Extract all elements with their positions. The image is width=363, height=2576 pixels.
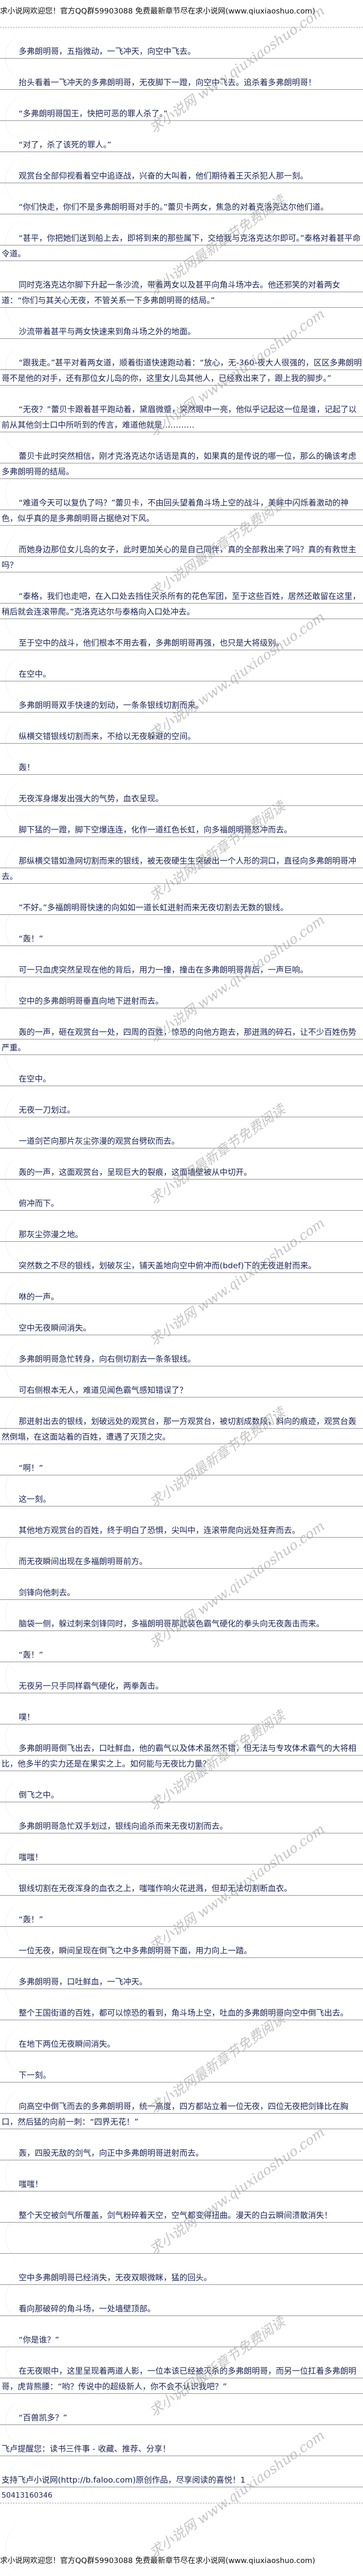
paragraph: 咻的一声。 (0, 1289, 363, 1305)
site-welcome-banner: 求小说网欢迎您！官方QQ群59903088 免费最新章节尽在求小说网(www.q… (0, 7, 315, 16)
paragraph: “泰格，我们也走吧，在入口处去挡住灭杀所有的花色军团，至于这些百姓，居然还敢留在… (0, 588, 363, 620)
paragraph: “难道今天可以复仇了吗？”蕾贝卡，不由回头望着角斗场上空的战斗，美眸中闪烁着激动… (0, 495, 363, 526)
paragraph: 纵横交错银线切割而来，不给以无夜躲避的空间。 (0, 729, 363, 744)
paragraph: 多弗朗明哥急忙双手划过，银线向追杀而来无夜切割而去。 (0, 1818, 363, 1834)
paragraph: “轰！” (0, 931, 363, 947)
paragraph: 而她身边那位女儿岛的女子，此时更加关心的是自己同伴，真的全部救出来了吗？真的有救… (0, 542, 363, 573)
paragraph: 噗！ (0, 1709, 363, 1725)
paragraph: “你们快走，你们不是多弗朗明哥对手的。”蕾贝卡两女，焦急的对着克洛克达尔他们道。 (0, 199, 363, 215)
paragraph: 剑锋向他刺去。 (0, 1585, 363, 1600)
paragraph: “跟我走。”甚平对着两女道，顺着街道快速跑动着：“放心，无-360-夜大人很强的… (0, 355, 363, 386)
paragraph: 那迸射出去的银线，划破远处的观赏台，那一方观赏台，被切割成数段，斜向的痕迹，观赏… (0, 1414, 363, 1445)
paragraph: ”不好。”多福朗明哥快速的向如如一道长虹迸射而来无夜切割去无数的银线。 (0, 900, 363, 915)
paragraph: “啊！” (0, 1460, 363, 1476)
paragraph: 轰！ (0, 760, 363, 775)
paragraph: 俯冲而下。 (0, 1196, 363, 1211)
paragraph: 至于空中的战斗，他们根本不用去看，多弗朗明哥再强，也只是大将级别。 (0, 635, 363, 651)
paragraph: “无夜？”蕾贝卡跟着甚平跑动着，黛眉微蹙，突然眼中一亮，他似乎记起这一位是谁，记… (0, 402, 363, 433)
paragraph: 空中无夜瞬间消失。 (0, 1320, 363, 1336)
chapter-code: 50413160346 (0, 2488, 363, 2503)
paragraph: 多弗朗明哥，五指微动，一飞冲天，向空中飞去。 (0, 44, 363, 59)
chapter-content: 多弗朗明哥，五指微动，一飞冲天，向空中飞去。 抬头看着一飞冲天的多弗朗明哥，无夜脚… (0, 44, 363, 2503)
paragraph: 嗤嗤！ (0, 1849, 363, 1865)
paragraph: 下一刻。 (0, 2067, 363, 2083)
paragraph: 突然数之不尽的银线，划破灰尘，铺天盖地向空中俯冲而(bdef)下的无夜迸射而来。 (0, 1258, 363, 1273)
paragraph: 轰，四股无敌的剑气，向正中多弗朗明哥迸射而去。 (0, 2145, 363, 2161)
site-welcome-footer: 求小说网欢迎您！官方QQ群59903088 免费最新章节尽在求小说网(www.q… (0, 2557, 315, 2565)
background-ornament (5, 2522, 125, 2574)
paragraph: 嗤嗤！ (0, 2176, 363, 2192)
header-divider (0, 27, 363, 28)
paragraph: 那灰尘弥漫之地。 (0, 1227, 363, 1242)
paragraph: 银线切割在无夜浑身的血衣之上，嗤嗤作响火花迸溅，但却无法切割断血衣。 (0, 1881, 363, 1896)
paragraph: “百兽凯多？” (0, 2410, 363, 2426)
paragraph: “轰！” (0, 1912, 363, 1927)
reminder-text: 飞卢提醒您：读书三件事 - 收藏、推荐、分享！ (0, 2441, 363, 2457)
paragraph: 无夜另一只手同样霸气硬化，两拳轰击。 (0, 1678, 363, 1694)
paragraph: 在空中。 (0, 1071, 363, 1087)
paragraph: 而无夜瞬间出现在多福朗明哥前方。 (0, 1554, 363, 1569)
paragraph: 这一刻。 (0, 1491, 363, 1507)
paragraph: 可右侧根本无人，难道见闻色霸气感知错误了？ (0, 1382, 363, 1398)
paragraph: 在地下两位无夜瞬间消失。 (0, 2036, 363, 2052)
paragraph: 可一只血虎突然呈现在他的背后，用力一撞，撞击在多弗朗明哥背后，一声巨响。 (0, 962, 363, 978)
paragraph: 那纵横交错如渔网切割而来的银线，被无夜硬生生突破出一个人形的洞口，直径向多弗朗明… (0, 853, 363, 884)
paragraph: 抬头看着一飞冲天的多弗朗明哥，无夜脚下一蹬，向空中飞去。追杀着多弗朗明哥！ (0, 75, 363, 90)
paragraph: 一道剑芒向那片灰尘弥漫的观赏台劈砍而去。 (0, 1133, 363, 1149)
support-link-text: 支持飞卢小说网(http://b.faloo.com)原创作品，尽享阅读的喜悦！… (0, 2472, 363, 2488)
paragraph: “你是谁？” (0, 2332, 363, 2348)
paragraph: 轰的一声，这面观赏台，呈现巨大的裂痕，这面墙壁被从中切开。 (0, 1164, 363, 1180)
paragraph: 无夜浑身爆发出强大的气势，血衣呈现。 (0, 791, 363, 806)
paragraph: 在无夜眼中，这里呈现着两道人影，一位本该已经被灭杀的多弗朗明哥，而另一位扛着多弗… (0, 2363, 363, 2394)
blank-ruled-line (0, 2239, 363, 2254)
paragraph: 倒飞之中。 (0, 1787, 363, 1803)
paragraph: 空中多弗朗明哥已经消失，无夜双眼微眯，猛的回头。 (0, 2270, 363, 2285)
paragraph: 脑袋一侧，躲过刺来剑锋同时，多福朗明哥那武装色霸气硬化的拳头向无夜轰击而来。 (0, 1616, 363, 1632)
paragraph: 同时克洛克达尔脚下升起一条沙流，带着两女以及甚平向角斗场冲去。他还邪笑的对着两女… (0, 277, 363, 308)
paragraph: 无夜一刀划过。 (0, 1102, 363, 1118)
paragraph: 多弗朗明哥倒飞出去，口吐鲜血，他的霸气以及体术虽然不错，但无法与专攻体术霸气的大… (0, 1741, 363, 1772)
paragraph: 多弗朗明哥急忙转身，向右侧切割去一条条银线。 (0, 1351, 363, 1367)
paragraph: 多弗朗明哥双手快速的划动，一条条银线切割而来。 (0, 697, 363, 713)
paragraph: 蕾贝卡此时突然相信，刚才克洛克达尔话语是真的，如果真的是传说的哪一位，那么的确该… (0, 448, 363, 479)
paragraph: “轰！” (0, 1647, 363, 1663)
paragraph: 整个王国街道的百姓，都可以惊恐的看到，角斗场上空，吐血的多弗朗明哥向空中倒飞出去… (0, 2005, 363, 2021)
paragraph: 沙流带着甚平与两女快速来到角斗场之外的地面。 (0, 324, 363, 339)
paragraph: “对了，杀了该死的罪人。” (0, 137, 363, 153)
paragraph: 空中的多弗朗明哥垂直向地下迸射而去。 (0, 993, 363, 1009)
paragraph: 轰的一声，砸在观赏台一处，四周的百姓，惊恐的向他方跑去，那迸溅的碎石，让不少百姓… (0, 1024, 363, 1056)
paragraph: 多弗朗明哥，口吐鲜血，一飞冲天。 (0, 1974, 363, 1990)
paragraph: 一位无夜，瞬间呈现在倒飞之中多弗朗明哥下面，用力向上一踏。 (0, 1943, 363, 1958)
paragraph: 看向那破碎的角斗场，一处墙壁顶部。 (0, 2301, 363, 2317)
paragraph: “多弗朗明哥国王，快把可恶的罪人杀了。” (0, 106, 363, 121)
paragraph: 整个天空被剑气所覆盖，剑气粉碎着天空，空气都变得扭曲。漫天的白云瞬间溃散消失！ (0, 2208, 363, 2223)
paragraph: “甚平，你把她们送到船上去，即将到来的那些属下，交给我与克洛克达尔即可。”泰格对… (0, 230, 363, 262)
paragraph: 其他地方观赏台的百姓，终于明白了恐惧，尖叫中，连滚带爬向远处狂奔而去。 (0, 1523, 363, 1538)
paragraph: 脚下猛的一蹬，脚下空爆连连，化作一道红色长虹，向多福朗明哥怒冲而去。 (0, 822, 363, 838)
paragraph: 在空中。 (0, 666, 363, 682)
paragraph: 向高空中倒飞而去的多弗朗明哥，统一高度，四方都站立着一位无夜，四位无夜把剑锋比在… (0, 2099, 363, 2130)
paragraph: 观赏台全部仰视看着空中追逐战，兴奋的大叫着，他们期待着王灭杀犯人那一刻。 (0, 168, 363, 184)
